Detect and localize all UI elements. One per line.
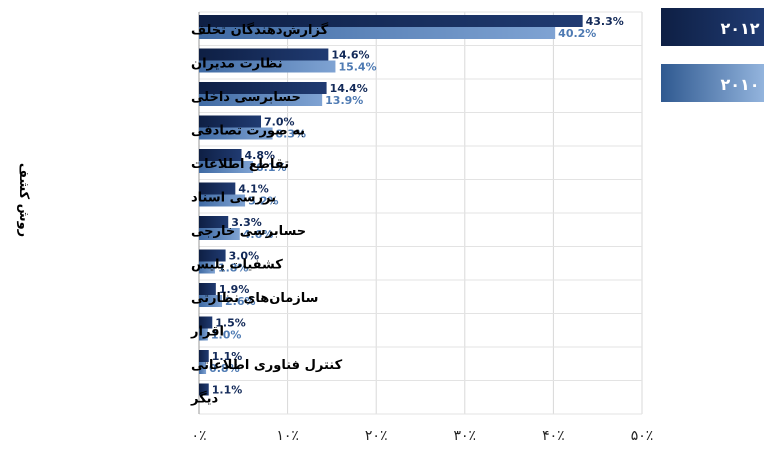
data-label-s2012-7: 3.0%	[229, 250, 260, 263]
category-labels: گزارش‌دهندگان تخلف نظارت مدیران حسابرسی دا…	[190, 22, 343, 407]
bar-s2012-0	[199, 15, 583, 27]
bar-s2010-3	[199, 127, 273, 140]
data-label-s2012-3: 7.0%	[264, 116, 295, 129]
x-tick-label-3: ۳۰٪	[454, 428, 477, 444]
bar-s2012-11	[199, 383, 209, 396]
bar-s2010-0	[199, 27, 556, 39]
category-label-2: حسابرسی داخلی	[191, 90, 301, 105]
x-tick-label-4: ۴۰٪	[542, 428, 565, 444]
bar-s2010-10	[199, 362, 207, 374]
bar-s2010-9	[199, 328, 208, 341]
data-label-s2012-8: 1.9%	[219, 283, 250, 296]
data-label-s2012-1: 14.6%	[331, 49, 369, 62]
legend-label-s2010: ۲۰۱۰	[720, 75, 759, 94]
legend-label-s2012: ۲۰۱۲	[720, 19, 759, 38]
bar-s2012-1	[199, 48, 329, 61]
legend-swatch-s2010	[661, 64, 764, 102]
bar-s2010-5	[199, 194, 246, 207]
category-label-7: کشفیات پلیس	[191, 257, 283, 272]
bar-s2010-6	[199, 228, 240, 240]
data-label-s2012-0: 43.3%	[586, 15, 624, 28]
x-tick-label-5: ۵۰٪	[631, 428, 654, 444]
data-label-s2010-5: 5.2%	[248, 195, 279, 208]
category-label-4: تقاطع اطلاعات	[191, 157, 289, 172]
category-label-5: بررسی اسناد	[191, 190, 276, 205]
data-label-s2010-6: 4.6%	[243, 228, 274, 241]
bar-s2010-1	[199, 60, 336, 73]
data-label-s2010-8: 2.6%	[225, 295, 256, 308]
data-label-s2010-10: 0.8%	[209, 362, 240, 375]
category-label-9: اقرار	[190, 324, 224, 339]
category-label-11: دیگر	[190, 390, 219, 406]
bar-s2010-4	[199, 161, 254, 173]
y-axis-title: روش کشف	[16, 163, 31, 237]
category-label-6: حسابرسی خارجی	[191, 224, 306, 239]
x-tick-label-1: ۱۰٪	[276, 428, 299, 444]
data-label-s2010-3: 8.3%	[276, 128, 307, 141]
data-label-s2010-0: 40.2%	[558, 27, 596, 40]
bar-s2012-10	[199, 350, 209, 362]
bar-s2012-8	[199, 283, 216, 295]
data-label-s2012-6: 3.3%	[231, 216, 262, 229]
x-axis: ۰٪ ۱۰٪ ۲۰٪ ۳۰٪ ۴۰٪ ۵۰٪	[191, 428, 653, 444]
bar-s2010-2	[199, 94, 323, 106]
data-label-s2012-9: 1.5%	[215, 317, 246, 330]
bar-s2010-7	[199, 261, 215, 274]
data-label-s2010-7: 1.8%	[218, 262, 249, 275]
data-label-s2012-5: 4.1%	[238, 183, 269, 196]
data-label-s2012-4: 4.8%	[245, 149, 276, 162]
category-label-0: گزارش‌دهندگان تخلف	[191, 22, 329, 38]
category-label-8: سازمان‌های نظارتی	[191, 291, 318, 306]
data-label-s2010-4: 6.1%	[256, 161, 287, 174]
bar-s2012-5	[199, 182, 236, 195]
bar-s2012-2	[199, 82, 327, 94]
legend-swatch-s2012	[661, 8, 764, 46]
x-tick-label-2: ۲۰٪	[365, 428, 388, 444]
data-label-s2010-1: 15.4%	[338, 61, 376, 74]
bar-s2010-8	[199, 295, 223, 307]
bar-s2012-7	[199, 249, 226, 262]
data-label-s2012-10: 1.1%	[212, 350, 243, 363]
grid	[198, 11, 643, 415]
category-label-10: کنترل فناوری اطلاعاتی	[191, 358, 343, 373]
bar-s2012-6	[199, 216, 229, 228]
bars: 43.3%40.2%14.6%15.4%14.4%13.9%7.0%8.3%4.…	[199, 15, 624, 397]
category-label-3: به صورت تصادفی	[191, 123, 305, 138]
data-label-s2010-9: 1.0%	[211, 329, 242, 342]
data-label-s2012-11: 1.1%	[212, 384, 243, 397]
data-label-s2010-2: 13.9%	[325, 94, 363, 107]
x-tick-label-0: ۰٪	[191, 428, 206, 444]
data-label-s2012-2: 14.4%	[330, 82, 368, 95]
category-label-1: نظارت مدیران	[191, 56, 283, 71]
bar-s2012-3	[199, 115, 262, 128]
bar-s2012-9	[199, 316, 213, 329]
bar-s2012-4	[199, 149, 242, 161]
legend: ۲۰۱۲ ۲۰۱۰	[661, 8, 764, 102]
